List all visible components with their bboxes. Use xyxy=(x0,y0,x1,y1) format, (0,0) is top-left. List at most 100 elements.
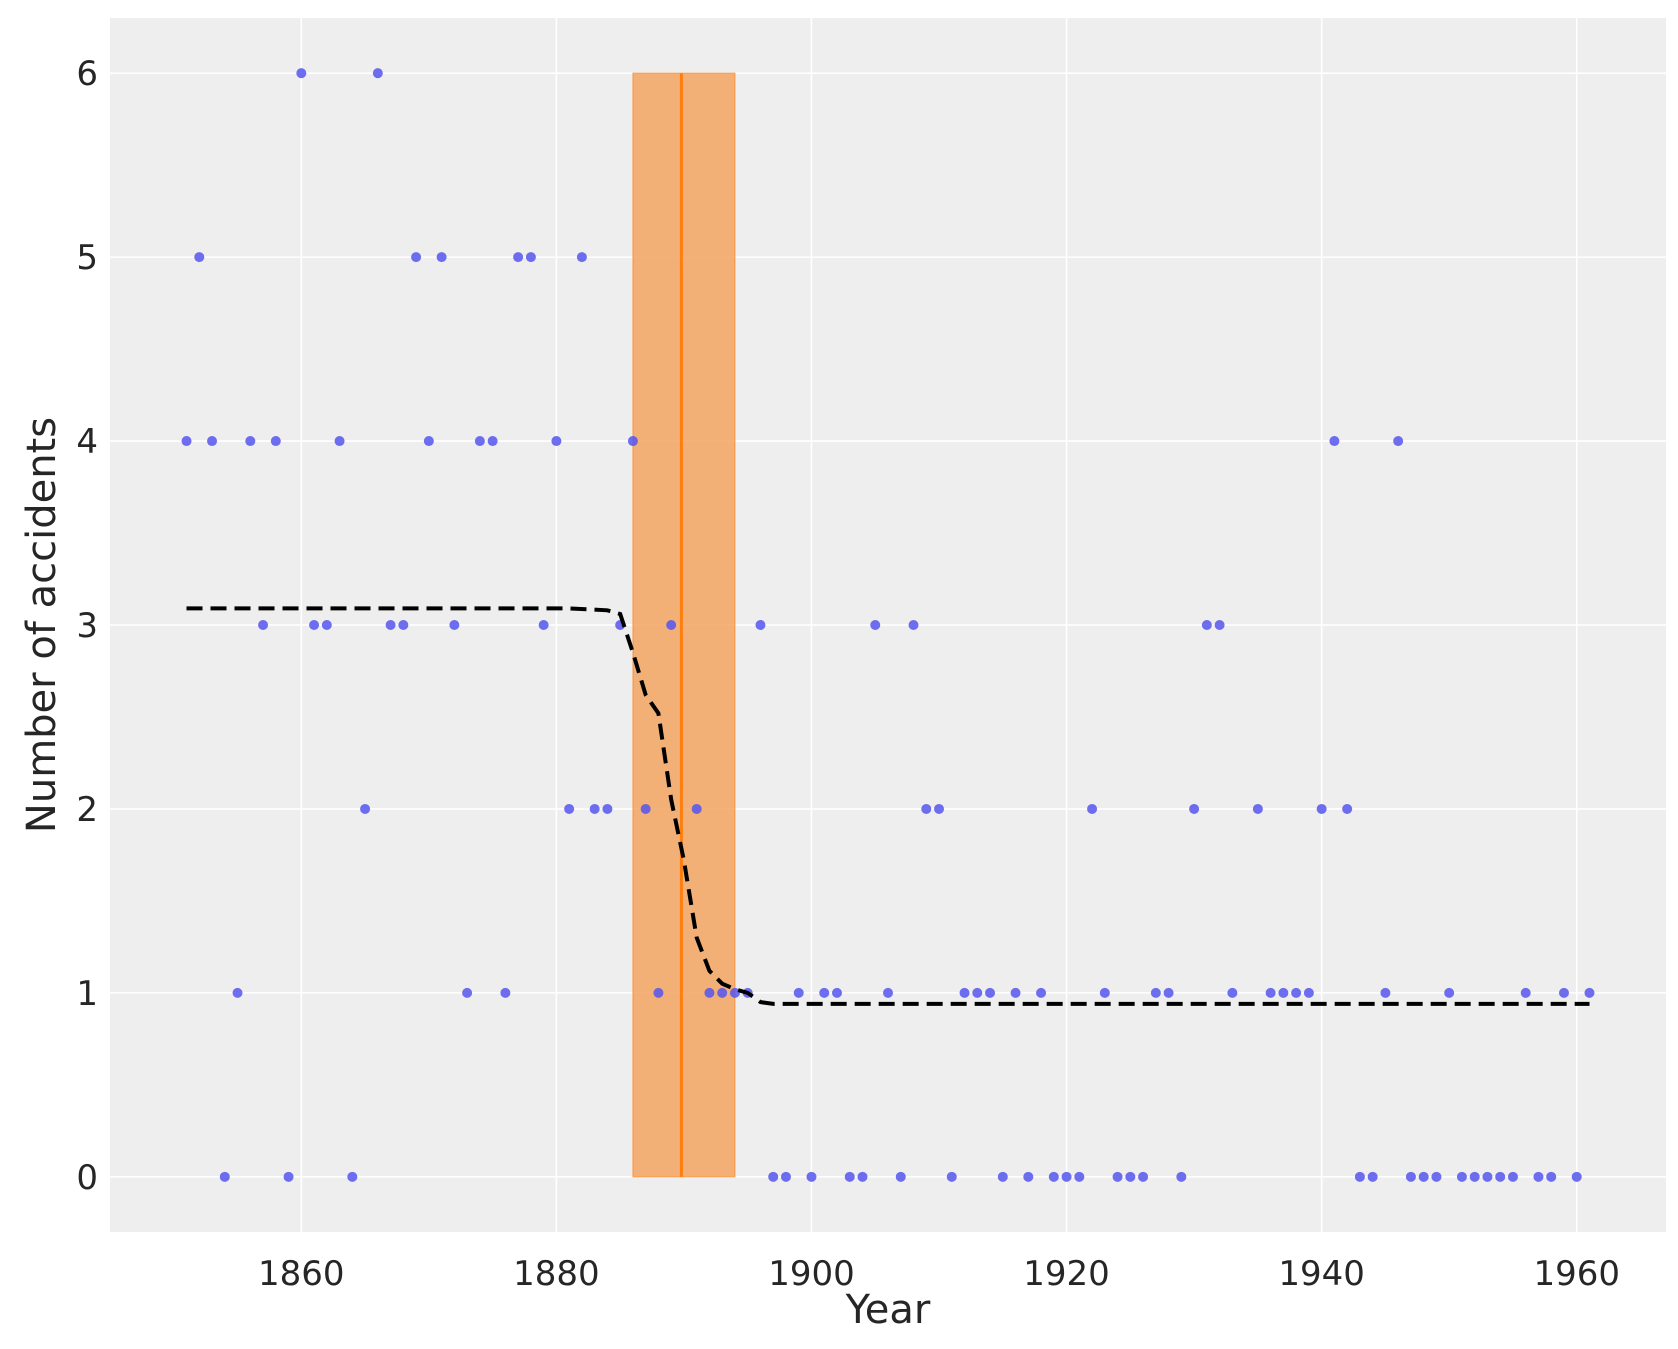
data-point xyxy=(1010,987,1021,998)
data-point xyxy=(1061,1171,1072,1182)
y-tick-label: 6 xyxy=(76,54,98,94)
data-point xyxy=(934,803,945,814)
data-point xyxy=(1291,987,1302,998)
data-point xyxy=(1418,1171,1429,1182)
data-point xyxy=(309,620,320,630)
data-point xyxy=(360,803,371,814)
data-point xyxy=(423,436,434,447)
data-point xyxy=(398,620,409,630)
data-point xyxy=(844,1171,855,1182)
data-point xyxy=(627,436,638,447)
x-tick-label: 1920 xyxy=(1023,1254,1110,1294)
data-point xyxy=(474,436,485,447)
data-point xyxy=(1520,987,1531,998)
data-point xyxy=(385,620,396,630)
data-point xyxy=(487,436,498,447)
data-point xyxy=(806,1171,817,1182)
data-point xyxy=(1189,803,1200,814)
data-point xyxy=(258,620,269,630)
data-point xyxy=(1405,1171,1416,1182)
data-point xyxy=(1584,987,1595,998)
data-point xyxy=(513,252,524,263)
y-tick-labels: 0 1 2 3 4 5 6 xyxy=(76,54,98,1198)
data-point xyxy=(1036,987,1047,998)
data-point xyxy=(793,987,804,998)
data-point xyxy=(1112,1171,1123,1182)
data-point xyxy=(717,987,728,998)
data-point xyxy=(1571,1171,1582,1182)
changepoint-hdi-rect xyxy=(632,72,736,1178)
data-point xyxy=(551,436,562,447)
x-tick-labels: 1860 1880 1900 1920 1940 1960 xyxy=(258,1254,1620,1294)
data-point xyxy=(997,1171,1008,1182)
x-tick-label: 1900 xyxy=(768,1254,855,1294)
data-point xyxy=(245,436,256,447)
data-point xyxy=(1087,803,1098,814)
data-point xyxy=(1354,1171,1365,1182)
data-point xyxy=(1316,803,1327,814)
data-point xyxy=(219,1171,230,1182)
data-point xyxy=(985,987,996,998)
data-point xyxy=(1380,987,1391,998)
data-point xyxy=(908,620,919,630)
data-point xyxy=(1150,987,1161,998)
y-tick-label: 5 xyxy=(76,238,98,278)
data-point xyxy=(857,1171,868,1182)
data-point xyxy=(1444,987,1455,998)
data-point xyxy=(1023,1171,1034,1182)
data-point xyxy=(1125,1171,1136,1182)
data-point xyxy=(819,987,830,998)
data-point xyxy=(194,252,205,263)
data-point xyxy=(1214,620,1225,630)
x-tick-label: 1940 xyxy=(1278,1254,1365,1294)
data-point xyxy=(653,987,664,998)
data-point xyxy=(181,436,192,447)
data-point xyxy=(1048,1171,1059,1182)
data-point xyxy=(1278,987,1289,998)
data-point xyxy=(1201,620,1212,630)
data-point xyxy=(411,252,422,263)
data-point xyxy=(729,987,740,998)
data-point xyxy=(1163,987,1174,998)
data-point xyxy=(232,987,243,998)
data-point xyxy=(1507,1171,1518,1182)
y-tick-label: 4 xyxy=(76,422,98,462)
y-tick-label: 3 xyxy=(76,606,98,646)
data-point xyxy=(921,803,932,814)
rate-line-group xyxy=(186,606,1590,1006)
data-point xyxy=(831,987,842,998)
data-point xyxy=(1227,987,1238,998)
data-point xyxy=(1482,1171,1493,1182)
x-tick-label: 1880 xyxy=(513,1254,600,1294)
data-point xyxy=(602,803,613,814)
data-point xyxy=(372,68,383,79)
data-point xyxy=(780,1171,791,1182)
data-point xyxy=(500,987,511,998)
data-point xyxy=(1074,1171,1085,1182)
data-point xyxy=(1558,987,1569,998)
data-point xyxy=(270,436,281,447)
data-point xyxy=(449,620,460,630)
data-point xyxy=(640,803,651,814)
data-point xyxy=(321,620,332,630)
data-point xyxy=(666,620,677,630)
x-tick-label: 1960 xyxy=(1533,1254,1620,1294)
data-point xyxy=(538,620,549,630)
data-point xyxy=(895,1171,906,1182)
data-point xyxy=(883,987,893,998)
data-point xyxy=(959,987,970,998)
data-point xyxy=(704,987,715,998)
data-point xyxy=(589,803,600,814)
x-tick-label: 1860 xyxy=(258,1254,345,1294)
data-point xyxy=(436,252,447,263)
data-point xyxy=(1329,436,1340,447)
data-point xyxy=(576,252,587,263)
data-point xyxy=(334,436,345,447)
y-axis-label: Number of accidents xyxy=(19,417,65,833)
y-tick-label: 0 xyxy=(76,1158,98,1198)
data-point xyxy=(1367,1171,1378,1182)
data-point xyxy=(972,987,983,998)
rate-line xyxy=(186,606,1590,1006)
data-point xyxy=(525,252,536,263)
